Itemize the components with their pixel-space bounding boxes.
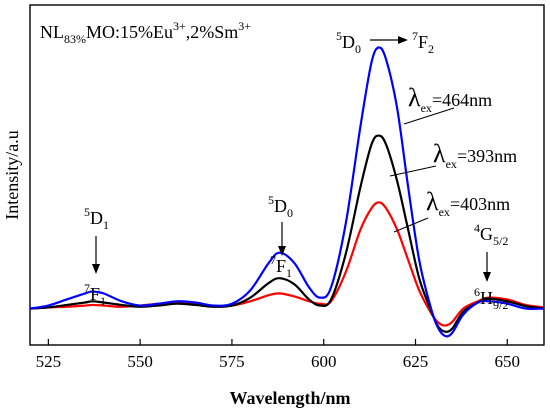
transition-g-h-to: 6H9/2 — [474, 285, 508, 312]
transition-d1-f1-arrowhead — [92, 264, 100, 274]
x-tick-label: 550 — [127, 352, 153, 371]
transition-g-h-arrowhead — [483, 272, 491, 282]
sample-label-base: NL — [40, 22, 64, 42]
annotation-393: λex=393nm — [389, 139, 517, 177]
transition-d1-f1-from: 5D1 — [84, 205, 109, 232]
annotation-464-text: λex=464nm — [408, 83, 492, 115]
annotation-464: λex=464nm — [403, 83, 492, 125]
x-tick-label: 575 — [219, 352, 245, 371]
sample-label-mid: ,2%Sm — [186, 22, 239, 42]
series-line-0 — [29, 46, 545, 338]
y-axis-label: Intensity/a.u — [2, 130, 22, 219]
transition-d0-f1-to: 7F1 — [270, 253, 292, 280]
transition-d0-f2-to: 7F2 — [412, 29, 434, 56]
transition-d0-f2-from: 5D0 — [336, 29, 361, 56]
annotation-403-pointer — [393, 217, 429, 233]
annotation-393-text: λex=393nm — [433, 139, 517, 171]
sample-label-sup2: 3+ — [238, 19, 251, 33]
series-group — [29, 46, 545, 338]
x-tick-label: 525 — [36, 352, 62, 371]
transition-d1-f1-to: 7F1 — [84, 281, 106, 308]
annotation-403-text: λex=403nm — [426, 187, 510, 219]
transition-d1-f1: 5D1 7F1 — [84, 205, 109, 308]
sample-label: NL83%MO:15%Eu3+,2%Sm3+ — [40, 19, 251, 46]
x-tick-label: 625 — [403, 352, 429, 371]
transition-g-h-from: 4G5/2 — [474, 221, 508, 248]
series-line-2 — [29, 201, 545, 327]
x-tick-label: 600 — [311, 352, 337, 371]
transition-d0-f1-arrowhead — [278, 246, 286, 256]
transition-d0-f1: 5D0 7F1 — [268, 193, 293, 280]
sample-label-rest: MO:15%Eu — [86, 22, 173, 42]
annotation-393-pointer — [389, 165, 437, 177]
sample-label-sub: 83% — [64, 32, 86, 46]
transition-d0-f1-from: 5D0 — [268, 193, 293, 220]
transition-g-h: 4G5/2 6H9/2 — [474, 221, 508, 312]
x-tick-label: 650 — [495, 352, 521, 371]
transition-d0-f2-arrowhead — [398, 36, 408, 44]
plot-frame — [29, 4, 545, 346]
transition-d0-f2: 5D0 7F2 — [336, 29, 434, 56]
sample-label-sup1: 3+ — [173, 19, 186, 33]
series-line-1 — [29, 134, 545, 333]
annotation-464-pointer — [403, 107, 455, 125]
annotation-403: λex=403nm — [393, 187, 510, 233]
x-axis-ticks: 525 550 575 600 625 650 — [36, 339, 520, 371]
x-axis-label: Wavelength/nm — [229, 388, 350, 408]
